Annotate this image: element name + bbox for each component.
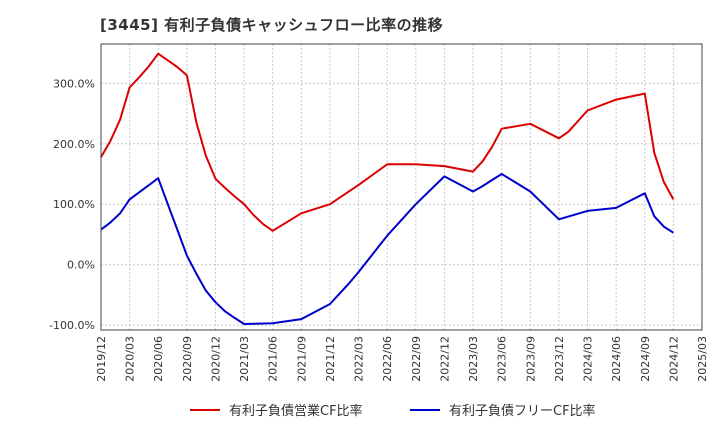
- x-tick-label: 2020/03: [124, 336, 137, 382]
- legend-layer: 有利子負債営業CF比率 有利子負債フリーCF比率: [190, 403, 596, 419]
- x-tick-label: 2020/12: [209, 336, 222, 382]
- x-tick-label: 2021/03: [238, 336, 251, 382]
- axis-layer: 2019/12 2020/03 2020/06 2020/09 2020/12 2021/…: [49, 43, 709, 382]
- y-tick-label: 100.0%: [53, 198, 95, 211]
- x-tick-label: 2024/03: [582, 336, 595, 382]
- x-tick-label: 2020/09: [181, 336, 194, 382]
- y-tick-label: 0.0%: [67, 259, 95, 272]
- y-tick-label: -100.0%: [49, 319, 95, 332]
- series-line-1: [100, 52, 675, 232]
- x-tick-label: 2023/06: [496, 336, 509, 382]
- legend-label-1: 有利子負債営業CF比率: [229, 403, 363, 419]
- x-tick-label: 2023/12: [553, 336, 566, 382]
- x-tick-label: 2022/03: [353, 336, 366, 382]
- series-layer: [100, 52, 675, 325]
- plot-frame: [100, 43, 703, 331]
- y-tick-label: 200.0%: [53, 138, 95, 151]
- x-tick-label: 2019/12: [95, 336, 108, 382]
- chart-title: [3445] 有利子負債キャッシュフロー比率の推移: [100, 16, 444, 34]
- x-tick-label: 2023/03: [467, 336, 480, 382]
- x-tick-label: 2021/12: [324, 336, 337, 382]
- x-tick-label: 2025/03: [696, 336, 709, 382]
- x-tick-label: 2021/06: [267, 336, 280, 382]
- grid-layer: [100, 44, 703, 330]
- x-tick-label: 2024/12: [667, 336, 680, 382]
- x-tick-label: 2022/09: [410, 336, 423, 382]
- x-tick-label: 2021/09: [295, 336, 308, 382]
- y-tick-label: 300.0%: [53, 77, 95, 90]
- x-tick-label: 2022/06: [381, 336, 394, 382]
- x-tick-label: 2022/12: [438, 336, 451, 382]
- x-tick-label: 2023/09: [524, 336, 537, 382]
- x-tick-label: 2024/09: [639, 336, 652, 382]
- legend-label-2: 有利子負債フリーCF比率: [449, 403, 596, 419]
- x-tick-label: 2024/06: [610, 336, 623, 382]
- x-tick-label: 2020/06: [152, 336, 165, 382]
- series-line-2: [100, 173, 674, 325]
